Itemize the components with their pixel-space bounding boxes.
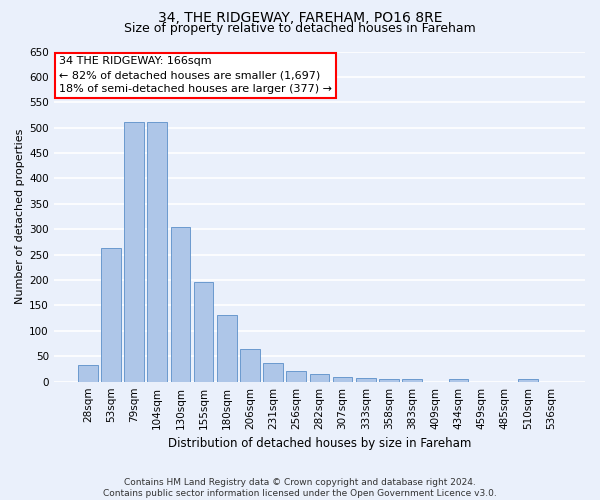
Text: Contains HM Land Registry data © Crown copyright and database right 2024.
Contai: Contains HM Land Registry data © Crown c… <box>103 478 497 498</box>
Bar <box>101 248 121 382</box>
Text: 34 THE RIDGEWAY: 166sqm
← 82% of detached houses are smaller (1,697)
18% of semi: 34 THE RIDGEWAY: 166sqm ← 82% of detache… <box>59 56 332 94</box>
Text: Size of property relative to detached houses in Fareham: Size of property relative to detached ho… <box>124 22 476 35</box>
Bar <box>263 363 283 382</box>
Bar <box>449 379 468 382</box>
Bar <box>148 122 167 382</box>
Bar <box>194 282 214 382</box>
Bar <box>402 379 422 382</box>
Bar <box>124 122 144 382</box>
Bar <box>518 379 538 382</box>
Bar <box>333 376 352 382</box>
Text: 34, THE RIDGEWAY, FAREHAM, PO16 8RE: 34, THE RIDGEWAY, FAREHAM, PO16 8RE <box>158 11 442 25</box>
Y-axis label: Number of detached properties: Number of detached properties <box>15 129 25 304</box>
Bar <box>379 379 399 382</box>
Bar <box>356 378 376 382</box>
Bar <box>170 228 190 382</box>
Bar <box>240 348 260 382</box>
Bar <box>286 370 306 382</box>
Bar <box>217 314 236 382</box>
X-axis label: Distribution of detached houses by size in Fareham: Distribution of detached houses by size … <box>168 437 471 450</box>
Bar <box>78 366 98 382</box>
Bar <box>310 374 329 382</box>
